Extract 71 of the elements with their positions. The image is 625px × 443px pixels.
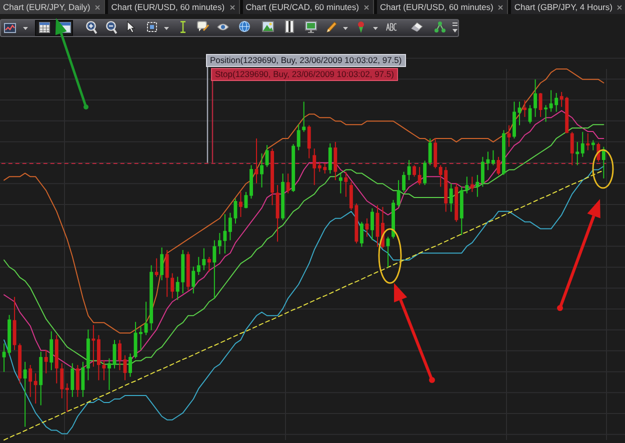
candlestick	[70, 362, 74, 398]
text: Stop(1239690, Buy, 23/06/2009 10:03:02, 97.5)	[211, 68, 398, 81]
tab: Chart (EUR/USD, 60 minutes)	[108, 0, 240, 14]
candlestick	[76, 364, 80, 398]
candlestick	[102, 360, 106, 381]
candlestick	[128, 353, 132, 378]
candlestick	[344, 171, 348, 198]
candlestick	[491, 150, 495, 166]
candlestick	[286, 173, 290, 194]
candlestick	[449, 182, 453, 212]
candlestick	[576, 141, 580, 166]
candlestick	[207, 256, 211, 272]
candlestick	[302, 101, 306, 132]
candlestick	[338, 173, 342, 194]
candlestick	[28, 364, 32, 398]
candlestick	[538, 92, 542, 118]
candlestick	[92, 324, 96, 368]
tab: Chart (EUR/USD, 60 minutes)	[376, 0, 508, 14]
candlestick	[418, 166, 422, 186]
candlestick	[470, 176, 474, 192]
candlestick	[328, 142, 332, 174]
candlestick	[465, 176, 469, 194]
candlestick	[360, 221, 364, 248]
candlestick	[212, 240, 216, 299]
candlestick	[107, 358, 111, 390]
tab: Chart (GBP/JPY, 4 Hours)	[511, 0, 625, 14]
tab: Chart (EUR/CAD, 60 minutes)	[242, 0, 374, 14]
candlestick	[570, 131, 574, 166]
candlestick	[60, 362, 64, 399]
candlestick	[586, 132, 590, 151]
candlestick	[154, 258, 158, 278]
candlestick	[534, 78, 538, 118]
candlestick	[428, 138, 432, 166]
candlestick	[580, 131, 584, 158]
candlestick	[23, 361, 27, 428]
candlestick	[307, 124, 311, 159]
candlestick	[365, 218, 369, 238]
candlestick	[196, 256, 200, 276]
candlestick	[496, 156, 500, 176]
candlestick	[544, 104, 548, 122]
candlestick	[170, 272, 174, 299]
candlestick	[165, 249, 169, 298]
candlestick	[44, 350, 48, 374]
candlestick	[396, 180, 400, 208]
tab: Chart (EUR/JPY, Daily)	[0, 0, 106, 14]
candlestick	[518, 101, 522, 126]
candlestick	[192, 266, 196, 294]
candlestick	[370, 208, 374, 241]
candlestick	[118, 339, 122, 371]
candlestick	[402, 171, 406, 192]
candlestick	[50, 330, 54, 371]
candlestick	[254, 138, 258, 184]
candlestick	[296, 124, 300, 151]
candlestick	[476, 174, 480, 198]
candlestick	[591, 140, 595, 151]
candlestick	[34, 372, 38, 404]
candlestick	[407, 160, 411, 181]
candlestick	[265, 144, 269, 168]
candlestick	[81, 361, 85, 398]
candlestick	[312, 148, 316, 186]
candlestick	[160, 247, 164, 281]
candlestick	[528, 104, 532, 124]
candlestick	[412, 164, 416, 178]
candlestick	[260, 152, 264, 188]
candlestick	[423, 160, 427, 186]
candlestick	[238, 191, 242, 218]
text: Position(1239690, Buy, 23/06/2009 10:03:02, 97.5)	[206, 54, 406, 67]
candlestick	[523, 100, 527, 118]
candlestick	[65, 382, 69, 412]
candlestick	[144, 301, 148, 336]
candlestick	[202, 248, 206, 271]
